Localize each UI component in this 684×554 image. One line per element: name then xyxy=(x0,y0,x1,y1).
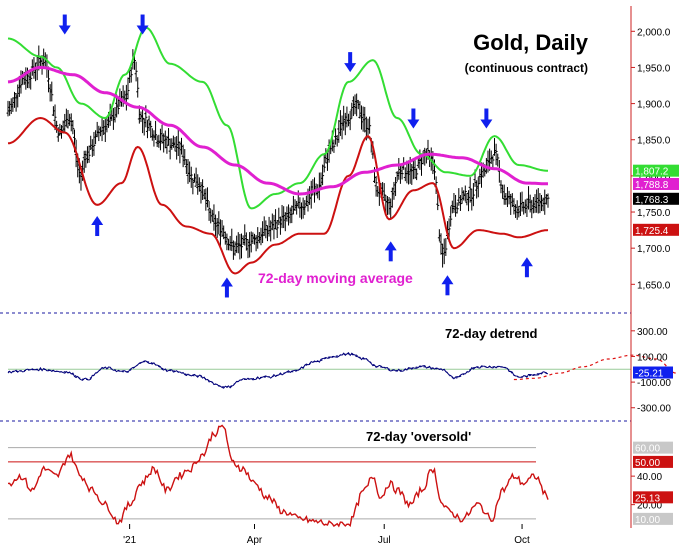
price-ytick-label: 1,850.0 xyxy=(637,136,671,147)
up-arrow-head xyxy=(220,277,233,287)
down-arrow-head xyxy=(344,63,357,73)
moving-average-line xyxy=(7,65,548,196)
main-subtitle: (continuous contract) xyxy=(465,61,588,75)
cycle-arrows xyxy=(58,14,533,298)
ma-annotation: 72-day moving average xyxy=(258,270,413,286)
down-arrow-shaft xyxy=(411,108,416,121)
down-arrow-shaft xyxy=(62,14,67,27)
down-arrow-shaft xyxy=(484,108,489,121)
price-ytick-label: 2,000.0 xyxy=(637,27,671,38)
xtick-label: Apr xyxy=(247,535,263,546)
up-arrow-head xyxy=(384,241,397,251)
oversold-value-tag-label: 25.13 xyxy=(635,493,660,504)
oversold-ytick-label: 20.00 xyxy=(637,501,662,512)
price-value-tag-label: 1,807.2 xyxy=(635,167,669,178)
price-value-tag-label: 1,788.8 xyxy=(635,180,669,191)
price-ytick-label: 1,900.0 xyxy=(637,100,671,111)
main-title: Gold, Daily xyxy=(473,30,589,55)
detrend-ytick-label: -100.00 xyxy=(637,378,671,389)
price-ytick-label: 1,950.0 xyxy=(637,63,671,74)
up-arrow-shaft xyxy=(524,265,529,278)
oversold-reference-tag-label: 60.00 xyxy=(635,444,660,455)
oversold-reference-tag-label: 10.00 xyxy=(635,515,660,526)
axes-layer: 2,000.0 1,950.0 1,900.0 1,850.0 1,800.0 1,750… xyxy=(123,6,679,546)
price-value-tag-label: 1,725.4 xyxy=(635,226,669,237)
price-value-tag-label: 1,768.3 xyxy=(635,195,669,206)
oversold-reference-tag xyxy=(633,512,673,525)
up-arrow-head xyxy=(441,275,454,285)
detrend-ytick-label: 300.00 xyxy=(637,327,668,338)
price-ytick-label: 1,650.0 xyxy=(637,280,671,291)
down-arrow-head xyxy=(136,25,149,35)
price-bars xyxy=(6,45,550,268)
oversold-title: 72-day 'oversold' xyxy=(366,429,471,444)
price-value-tag xyxy=(633,192,679,205)
detrend-ytick-label: 100.00 xyxy=(637,352,668,363)
detrend-ytick-label: -300.00 xyxy=(637,404,671,415)
oversold-line xyxy=(7,424,549,528)
upper-band-line xyxy=(7,26,548,210)
oversold-reference-tag xyxy=(633,455,673,468)
xtick-label: Oct xyxy=(514,535,530,546)
oversold-reference-tag-label: 50.00 xyxy=(635,458,660,469)
up-arrow-shaft xyxy=(224,285,229,298)
up-arrow-head xyxy=(91,216,104,226)
detrend-panel xyxy=(7,351,677,389)
down-arrow-head xyxy=(480,119,493,129)
up-arrow-shaft xyxy=(95,224,100,237)
detrend-value-tag-label: -25.21 xyxy=(635,369,664,380)
detrend-projection-line xyxy=(513,354,677,381)
price-ytick-label: 1,750.0 xyxy=(637,208,671,219)
down-arrow-head xyxy=(58,25,71,35)
down-arrow-shaft xyxy=(140,14,145,27)
xtick-label: '21 xyxy=(123,535,136,546)
band-lines xyxy=(7,26,549,275)
detrend-value-tag xyxy=(633,366,673,379)
oversold-ytick-label: 40.00 xyxy=(637,472,662,483)
xtick-label: Jul xyxy=(378,535,391,546)
down-arrow-head xyxy=(407,119,420,129)
price-ytick-label: 1,700.0 xyxy=(637,244,671,255)
oversold-reference-tag xyxy=(633,441,673,454)
down-arrow-shaft xyxy=(348,52,353,65)
detrend-line xyxy=(7,351,549,389)
lower-band-line xyxy=(7,116,549,275)
oversold-panel xyxy=(7,424,549,528)
oversold-value-tag xyxy=(633,491,673,504)
price-value-tag xyxy=(633,223,679,236)
up-arrow-shaft xyxy=(445,283,450,296)
price-value-tag xyxy=(633,164,679,177)
up-arrow-shaft xyxy=(388,249,393,262)
price-ytick-label: 1,800.0 xyxy=(637,172,671,183)
detrend-title: 72-day detrend xyxy=(445,326,538,341)
price-value-tag xyxy=(633,177,679,190)
up-arrow-head xyxy=(520,257,533,267)
